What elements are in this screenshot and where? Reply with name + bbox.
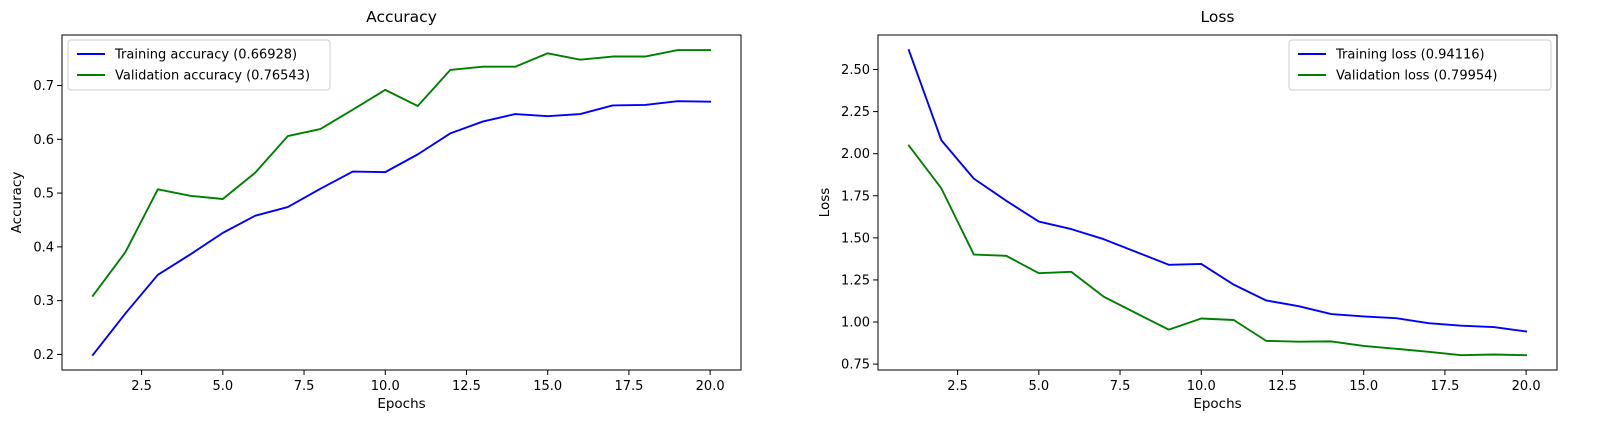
loss-x-tick-label: 12.5 (1268, 379, 1297, 394)
loss-series-line-0 (907, 48, 1528, 333)
loss-y-tick-label: 1.50 (841, 231, 870, 246)
loss-y-tick-label: 1.25 (841, 273, 870, 288)
loss-x-tick-label: 10.0 (1187, 379, 1216, 394)
accuracy-y-tick-label: 0.4 (33, 240, 54, 255)
accuracy-y-tick-label: 0.2 (33, 348, 54, 363)
accuracy-x-tick-label: 20.0 (696, 379, 725, 394)
loss-x-tick-label: 17.5 (1430, 379, 1459, 394)
accuracy-axes-frame (61, 34, 742, 371)
accuracy-x-tick-label: 15.0 (533, 379, 562, 394)
accuracy-x-tick-label: 10.0 (371, 379, 400, 394)
accuracy-y-tick-label: 0.3 (33, 294, 54, 309)
accuracy-x-tick-label: 12.5 (452, 379, 481, 394)
accuracy-y-tick-label: 0.7 (33, 79, 54, 94)
accuracy-x-axis-label: Epochs (377, 396, 425, 412)
loss-y-tick-label: 2.00 (841, 147, 870, 162)
loss-legend-box (1288, 39, 1552, 91)
loss-x-axis-label: Epochs (1193, 396, 1241, 412)
accuracy-legend-label-1: Validation accuracy (0.76543) (115, 69, 310, 84)
loss-axes-frame (877, 34, 1558, 371)
accuracy-y-tick-label: 0.5 (33, 187, 54, 202)
loss-x-tick-label: 7.5 (1110, 379, 1131, 394)
loss-chart: Loss 2.5 5.0 7.5 10.0 12.5 15.0 17.5 20.0 0.75 1.… (817, 8, 1558, 412)
accuracy-legend-label-0: Training accuracy (0.66928) (114, 48, 297, 63)
accuracy-chart-title: Accuracy (366, 8, 437, 26)
loss-legend-label-1: Validation loss (0.79954) (1336, 69, 1497, 84)
accuracy-x-tick-label: 5.0 (212, 379, 233, 394)
loss-y-tick-label: 2.50 (841, 63, 870, 78)
accuracy-y-tick-label: 0.6 (33, 133, 54, 148)
accuracy-x-tick-label: 2.5 (131, 379, 152, 394)
loss-x-tick-label: 15.0 (1349, 379, 1378, 394)
loss-x-tick-label: 5.0 (1028, 379, 1049, 394)
accuracy-series-line-1 (91, 49, 712, 298)
accuracy-y-axis-label: Accuracy (9, 172, 25, 234)
accuracy-plot-area: 2.5 5.0 7.5 10.0 12.5 15.0 17.5 20.0 0.2 0.3 0.4 0.… (33, 34, 742, 394)
loss-y-axis-label: Loss (817, 188, 833, 218)
accuracy-x-tick-label: 17.5 (614, 379, 643, 394)
loss-chart-title: Loss (1201, 8, 1235, 26)
accuracy-legend-box (67, 39, 331, 91)
accuracy-chart: Accuracy 2.5 5.0 7.5 10.0 12.5 15.0 17.5 20.0 0.… (9, 8, 742, 412)
loss-y-tick-label: 1.75 (841, 189, 870, 204)
loss-y-tick-label: 0.75 (841, 358, 870, 373)
loss-y-tick-label: 2.25 (841, 105, 870, 120)
loss-x-tick-label: 20.0 (1512, 379, 1541, 394)
loss-x-tick-label: 2.5 (947, 379, 968, 394)
loss-plot-area: 2.5 5.0 7.5 10.0 12.5 15.0 17.5 20.0 0.75 1.00 1.2… (841, 34, 1558, 394)
accuracy-legend: Training accuracy (0.66928) Validation ac… (67, 39, 331, 91)
loss-legend-label-0: Training loss (0.94116) (1335, 48, 1485, 63)
accuracy-series-line-0 (91, 100, 712, 357)
accuracy-x-tick-label: 7.5 (294, 379, 315, 394)
loss-series-line-1 (907, 144, 1528, 357)
loss-y-tick-label: 1.00 (841, 316, 870, 331)
loss-legend: Training loss (0.94116) Validation loss (… (1288, 39, 1552, 91)
